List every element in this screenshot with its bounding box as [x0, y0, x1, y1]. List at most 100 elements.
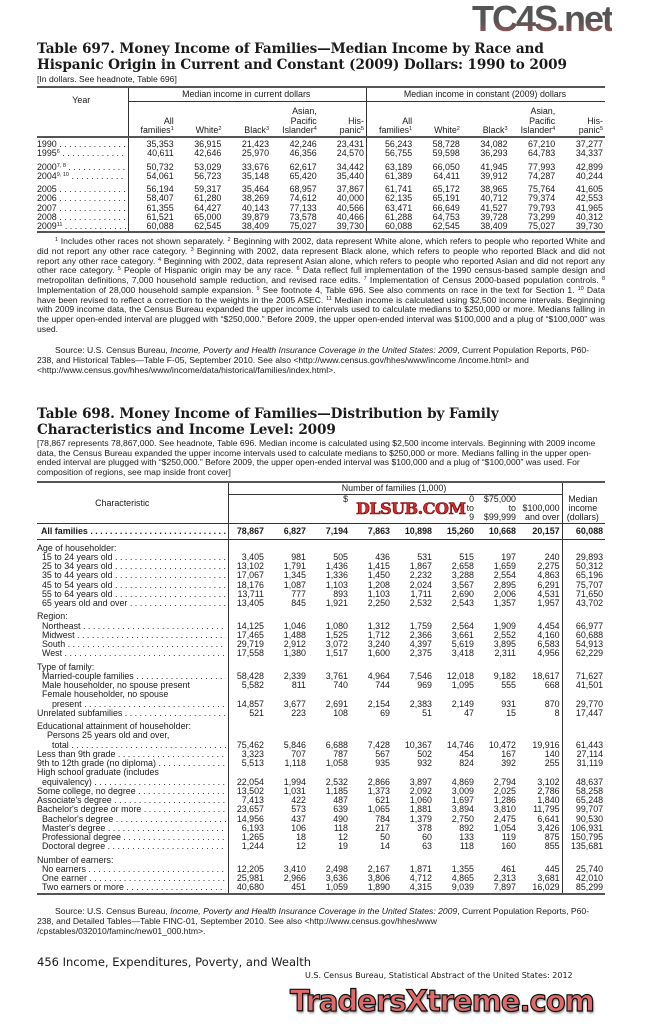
value-cell: 1,840: [518, 795, 563, 806]
value-cell: 12: [338, 832, 348, 842]
value-cell: 1,095: [451, 680, 474, 690]
column-header: White2: [414, 101, 462, 137]
value-cell: 25,970: [241, 148, 270, 159]
value-cell: 42,010: [575, 873, 604, 883]
characteristic-label: total: [52, 741, 226, 750]
value-cell: 1,697: [451, 795, 474, 805]
value-cell: 61,521: [146, 211, 174, 222]
value-cell: 34,337: [575, 148, 603, 159]
value-cell: 217: [375, 822, 390, 833]
footnote-text: Implementation of 28,000 household sampl…: [37, 284, 257, 295]
value-cell: 78,867: [236, 526, 264, 537]
value-cell: 5,582: [241, 680, 264, 690]
value-cell: 13,711: [237, 588, 265, 599]
value-cell: 7,546: [409, 670, 432, 681]
value-cell: 811: [291, 680, 306, 690]
value-cell: 2,025: [493, 785, 516, 796]
value-cell: [228, 659, 266, 672]
value-cell: 15,260: [446, 526, 474, 537]
value-cell: 59,598: [432, 148, 460, 159]
value-cell: 2,475: [493, 813, 516, 824]
column-header-line: (dollars): [566, 512, 599, 522]
value-cell: 1,286: [493, 795, 516, 805]
footnote-text: Data reflect full implementation of the …: [37, 265, 605, 285]
value-cell: 35,440: [318, 171, 367, 181]
value-cell: [266, 659, 308, 672]
characteristic-cell: 9th to 12th grade (no diploma): [37, 759, 229, 769]
header-row: Year Median income in current dollars Medi…: [37, 87, 605, 137]
table-row: High school graduate (includes: [37, 768, 605, 778]
column-header-line: [266, 504, 306, 513]
value-cell: 74,612: [289, 193, 317, 204]
column-header: Black3: [223, 101, 271, 137]
value-cell: 784: [375, 813, 390, 824]
characteristic-label: Professional degree: [42, 833, 226, 842]
footnote-text: Median income is calculated using $2,500…: [37, 294, 605, 334]
value-cell: 40,143: [241, 202, 270, 213]
value-cell: 3,405: [241, 551, 264, 562]
characteristic-cell: One earner: [37, 874, 229, 884]
table-row: 45 to 54 years old 18,176 1,087 1,103 1,208 2…: [37, 579, 605, 590]
value-cell: 7,428: [367, 739, 390, 750]
column-header-line: to: [466, 502, 474, 513]
value-cell: 77,133: [289, 202, 317, 213]
value-cell: 4,865: [451, 873, 474, 883]
value-cell: 4,964: [367, 670, 390, 681]
value-cell: 490: [333, 813, 348, 824]
value-cell: 40,712: [480, 193, 508, 204]
column-header-line: White2: [434, 124, 460, 135]
value-cell: 3,102: [518, 777, 563, 787]
table-row: Persons 25 years old and over,: [37, 731, 605, 741]
value-cell: 58,407: [146, 193, 174, 204]
table-row: 25 to 34 years old 13,102 1,791 1,436 1,415 1…: [37, 561, 605, 572]
value-cell: 40,566: [318, 203, 367, 213]
characteristic-label: Less than 9th grade: [37, 750, 226, 759]
value-cell: 71,650: [575, 588, 604, 599]
value-cell: 61,288: [384, 211, 413, 222]
value-cell: 40,680: [236, 882, 264, 893]
table-row: One earner 25,981 2,966 3,636 3,806 4,712 4,86…: [37, 873, 605, 884]
table-row: present 14,857 3,677 2,691 2,154 2,383 2,149 93…: [37, 699, 605, 709]
column-header-line: $75,000: [483, 493, 516, 504]
column-header: His-panic5: [557, 101, 605, 137]
value-cell: [434, 852, 476, 865]
value-cell: 2,250: [367, 598, 390, 608]
value-cell: 4,397: [409, 639, 432, 649]
characteristic-cell: Some college, no degree: [37, 786, 229, 796]
characteristic-label: Age of householder:: [37, 543, 117, 553]
value-cell: 59,317: [194, 184, 222, 194]
value-cell: 4,454: [518, 621, 563, 631]
value-cell: 39,879: [241, 211, 270, 222]
source-title: Income, Poverty and Health Insurance Cov…: [170, 345, 458, 355]
value-cell: 11,795: [518, 804, 563, 815]
column-header-line: [414, 107, 460, 116]
value-cell: 1,065: [367, 804, 390, 815]
characteristic-cell: Two earners or more: [37, 883, 229, 894]
characteristic-cell: Bachelor's degree or more: [37, 805, 229, 815]
column-header-line: families1: [378, 124, 413, 135]
value-cell: [228, 539, 266, 553]
value-cell: 75,027: [528, 221, 556, 231]
value-cell: 2,024: [409, 579, 432, 590]
footnote-marker: 3: [190, 246, 194, 253]
value-cell: 3,806: [367, 873, 390, 883]
characteristic-label: 25 to 34 years old: [42, 562, 226, 571]
value-cell: 14: [380, 841, 390, 852]
value-cell: 106,931: [570, 822, 604, 833]
value-cell: [562, 718, 605, 731]
value-cell: 66,649: [432, 202, 460, 213]
value-cell: [518, 658, 563, 672]
value-cell: 1,380: [283, 648, 306, 659]
characteristic-label: 15 to 24 years old: [42, 553, 226, 562]
column-header-line: Islander4: [520, 124, 556, 135]
value-cell: 1,867: [409, 561, 432, 571]
value-cell: [392, 539, 434, 553]
value-cell: 71,627: [575, 670, 604, 681]
value-cell: [308, 659, 350, 672]
value-cell: 119: [501, 832, 516, 842]
value-cell: 7,863: [367, 526, 390, 537]
characteristic-cell: Less than 9th grade: [37, 749, 229, 759]
value-cell: 1,921: [325, 598, 348, 608]
value-cell: 12,018: [446, 670, 474, 681]
